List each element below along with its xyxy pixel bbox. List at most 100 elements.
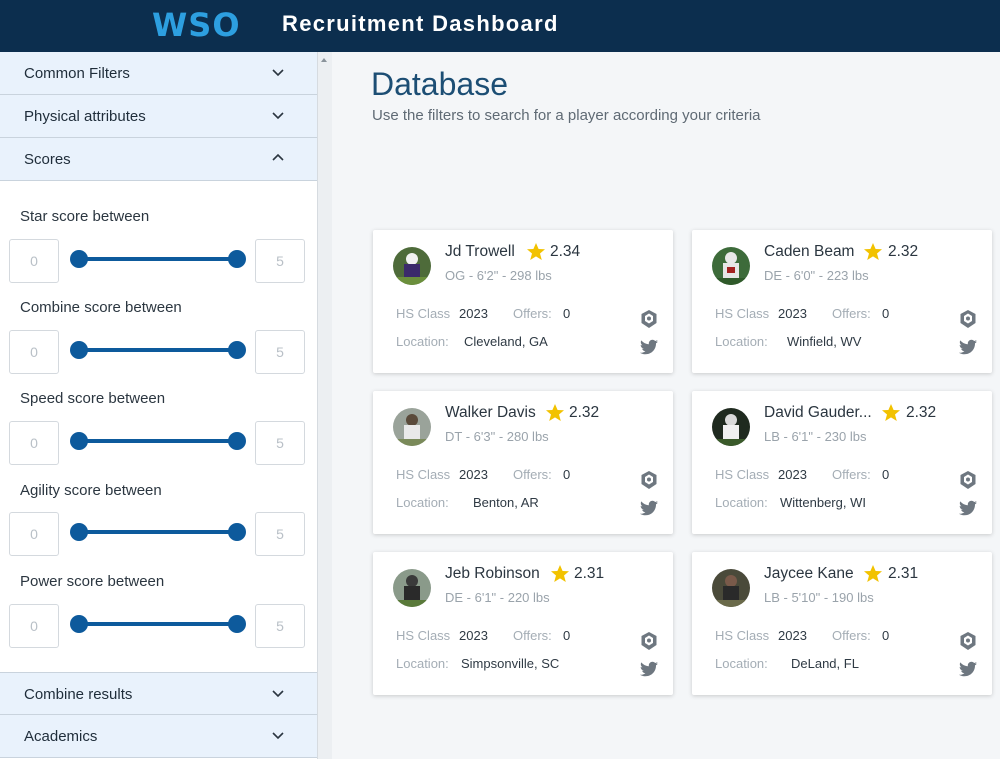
location-label: Location: — [715, 495, 768, 510]
player-card[interactable]: Jaycee Kane 2.31 LB - 5'10" - 190 lbs HS… — [692, 552, 992, 695]
offers-label: Offers: — [832, 306, 871, 321]
player-avatar — [712, 408, 750, 446]
twitter-icon[interactable] — [639, 337, 659, 357]
player-position-size: LB - 5'10" - 190 lbs — [764, 590, 874, 605]
offers-value: 0 — [882, 628, 890, 643]
accordion-physical-attributes[interactable]: Physical attributes — [0, 95, 317, 138]
player-card[interactable]: Walker Davis 2.32 DT - 6'3" - 280 lbs HS… — [373, 391, 673, 534]
hudl-icon[interactable] — [958, 309, 978, 329]
player-card[interactable]: Caden Beam 2.32 DE - 6'0" - 223 lbs HS C… — [692, 230, 992, 373]
power-score-slider[interactable] — [70, 614, 246, 634]
hudl-icon[interactable] — [639, 470, 659, 490]
accordion-combine-results[interactable]: Combine results — [0, 672, 317, 715]
combine-score-label: Combine score between — [20, 299, 182, 316]
star-score-max-input[interactable]: 5 — [255, 239, 305, 283]
power-score-label: Power score between — [20, 573, 165, 590]
star-icon — [863, 242, 883, 262]
page-title: Database — [371, 66, 508, 102]
accordion-academics[interactable]: Academics — [0, 715, 317, 758]
player-name[interactable]: David Gauder... — [764, 404, 872, 421]
hs-class-label: HS Class — [396, 467, 451, 482]
slider-max-handle[interactable] — [228, 523, 246, 541]
accordion-label: Academics — [24, 728, 98, 745]
twitter-icon[interactable] — [958, 498, 978, 518]
location-label: Location: — [715, 334, 768, 349]
star-icon — [526, 242, 546, 262]
player-position-size: DE - 6'1" - 220 lbs — [445, 590, 550, 605]
location-label: Location: — [396, 656, 449, 671]
accordion-label: Scores — [24, 151, 71, 168]
hs-class-value: 2023 — [778, 628, 807, 643]
speed-score-min-input[interactable]: 0 — [9, 421, 59, 465]
player-position-size: DE - 6'0" - 223 lbs — [764, 268, 869, 283]
power-score-min-input[interactable]: 0 — [9, 604, 59, 648]
slider-min-handle[interactable] — [70, 523, 88, 541]
offers-label: Offers: — [513, 467, 552, 482]
slider-track — [78, 257, 238, 261]
slider-max-handle[interactable] — [228, 250, 246, 268]
page-subtitle: Use the filters to search for a player a… — [372, 107, 761, 124]
location-value: Winfield, WV — [787, 334, 862, 349]
hudl-icon[interactable] — [958, 631, 978, 651]
slider-max-handle[interactable] — [228, 341, 246, 359]
scroll-up-arrow-icon[interactable] — [318, 55, 330, 65]
app-title: Recruitment Dashboard — [282, 11, 559, 36]
player-avatar — [393, 408, 431, 446]
combine-score-slider[interactable] — [70, 340, 246, 360]
star-score-label: Star score between — [20, 208, 150, 225]
twitter-icon[interactable] — [639, 659, 659, 679]
slider-min-handle[interactable] — [70, 615, 88, 633]
player-name[interactable]: Jd Trowell — [445, 243, 515, 260]
accordion-label: Combine results — [24, 686, 133, 703]
combine-score-max-input[interactable]: 5 — [255, 330, 305, 374]
offers-value: 0 — [563, 467, 571, 482]
location-value: Simpsonville, SC — [461, 656, 560, 671]
slider-min-handle[interactable] — [70, 250, 88, 268]
hs-class-label: HS Class — [396, 628, 451, 643]
agility-score-min-input[interactable]: 0 — [9, 512, 59, 556]
filters-sidebar: Common Filters Physical attributes Score… — [0, 52, 318, 759]
slider-min-handle[interactable] — [70, 432, 88, 450]
twitter-icon[interactable] — [958, 659, 978, 679]
player-card[interactable]: Jeb Robinson 2.31 DE - 6'1" - 220 lbs HS… — [373, 552, 673, 695]
player-card[interactable]: Jd Trowell 2.34 OG - 6'2" - 298 lbs HS C… — [373, 230, 673, 373]
player-position-size: DT - 6'3" - 280 lbs — [445, 429, 549, 444]
wso-logo[interactable]: WSO — [152, 6, 241, 44]
star-icon — [550, 564, 570, 584]
star-score-min-input[interactable]: 0 — [9, 239, 59, 283]
slider-max-handle[interactable] — [228, 432, 246, 450]
chevron-down-icon — [271, 686, 285, 700]
slider-min-handle[interactable] — [70, 341, 88, 359]
chevron-up-icon — [271, 151, 285, 165]
player-avatar — [712, 569, 750, 607]
location-label: Location: — [396, 495, 449, 510]
player-rating: 2.32 — [906, 404, 937, 421]
hudl-icon[interactable] — [958, 470, 978, 490]
location-label: Location: — [715, 656, 768, 671]
speed-score-max-input[interactable]: 5 — [255, 421, 305, 465]
accordion-scores[interactable]: Scores — [0, 138, 317, 181]
hudl-icon[interactable] — [639, 309, 659, 329]
agility-score-max-input[interactable]: 5 — [255, 512, 305, 556]
accordion-common-filters[interactable]: Common Filters — [0, 52, 317, 95]
player-name[interactable]: Jeb Robinson — [445, 565, 540, 582]
hudl-icon[interactable] — [639, 631, 659, 651]
player-card[interactable]: David Gauder... 2.32 LB - 6'1" - 230 lbs… — [692, 391, 992, 534]
player-name[interactable]: Walker Davis — [445, 404, 536, 421]
player-rating: 2.34 — [550, 243, 581, 260]
offers-label: Offers: — [513, 628, 552, 643]
twitter-icon[interactable] — [958, 337, 978, 357]
slider-max-handle[interactable] — [228, 615, 246, 633]
twitter-icon[interactable] — [639, 498, 659, 518]
speed-score-slider[interactable] — [70, 431, 246, 451]
star-icon — [881, 403, 901, 423]
combine-score-min-input[interactable]: 0 — [9, 330, 59, 374]
sidebar-scrollbar[interactable] — [318, 52, 332, 759]
agility-score-slider[interactable] — [70, 522, 246, 542]
power-score-max-input[interactable]: 5 — [255, 604, 305, 648]
star-score-slider[interactable] — [70, 249, 246, 269]
player-position-size: OG - 6'2" - 298 lbs — [445, 268, 552, 283]
star-icon — [863, 564, 883, 584]
player-name[interactable]: Jaycee Kane — [764, 565, 854, 582]
player-name[interactable]: Caden Beam — [764, 243, 855, 260]
